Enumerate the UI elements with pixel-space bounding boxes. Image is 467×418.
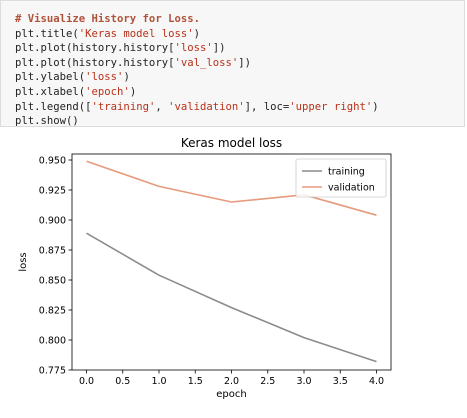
chart-title: Keras model loss (181, 136, 282, 150)
code-line: plt.xlabel('epoch') (15, 85, 464, 100)
x-tick-label: 2.0 (224, 376, 239, 387)
code-token: ) (123, 71, 129, 83)
code-token: 'Keras model loss' (79, 28, 194, 40)
code-token: , (155, 101, 168, 113)
code-token: 'validation' (168, 101, 245, 113)
y-tick-label: 0.900 (39, 215, 66, 226)
y-tick-label: 0.925 (39, 185, 66, 196)
code-line: plt.title('Keras model loss') (15, 27, 464, 42)
x-axis-label: epoch (216, 389, 246, 400)
x-tick-label: 4.0 (369, 376, 384, 387)
code-line: # Visualize History for Loss. (15, 12, 464, 27)
y-axis-label: loss (18, 252, 29, 271)
y-tick-label: 0.825 (39, 305, 66, 316)
y-tick-label: 0.775 (39, 365, 66, 376)
chart: Keras model loss epoch loss 0.0 0.5 1.0 1.5… (0, 130, 467, 414)
plot-area: 0.0 0.5 1.0 1.5 2.0 2.5 3.0 3.5 4.0 0.775 0.800 0.8… (39, 154, 391, 387)
code-token: plt.plot(history.history[ (15, 57, 174, 69)
code-token: 'epoch' (85, 86, 130, 98)
x-tick-label: 0.5 (115, 376, 130, 387)
x-tick-label: 0.0 (79, 376, 94, 387)
chart-svg: Keras model loss epoch loss 0.0 0.5 1.0 1.5… (0, 130, 467, 414)
code-token: ) (194, 28, 200, 40)
legend-label: validation (328, 183, 375, 194)
code-cell[interactable]: # Visualize History for Loss.plt.title('… (0, 0, 465, 127)
code-token: ]) (213, 42, 226, 54)
code-line: plt.legend(['training', 'validation'], l… (15, 100, 464, 115)
x-tick-label: 1.0 (151, 376, 166, 387)
legend-label: training (328, 167, 365, 178)
series-line-training (87, 233, 377, 361)
code-token: 'upper right' (289, 101, 372, 113)
code-token: plt.ylabel( (15, 71, 85, 83)
x-tick-label: 3.0 (296, 376, 311, 387)
code-token: ], loc= (245, 101, 290, 113)
code-token: plt.xlabel( (15, 86, 85, 98)
y-tick-label: 0.875 (39, 245, 66, 256)
x-tick-label: 3.5 (333, 376, 348, 387)
code-line: plt.ylabel('loss') (15, 70, 464, 85)
code-token: 'training' (92, 101, 156, 113)
y-tick-label: 0.800 (39, 335, 66, 346)
code-token: ) (372, 101, 378, 113)
code-line: plt.plot(history.history['val_loss']) (15, 56, 464, 71)
code-token: plt.title( (15, 28, 79, 40)
x-tick-label: 1.5 (188, 376, 203, 387)
code-line: plt.plot(history.history['loss']) (15, 41, 464, 56)
code-token: # Visualize History for Loss. (15, 13, 200, 25)
code-token: plt.legend([ (15, 101, 92, 113)
y-tick-label: 0.850 (39, 275, 66, 286)
code-line: plt.show() (15, 114, 464, 129)
y-tick-label: 0.950 (39, 155, 66, 166)
code-token: 'loss' (174, 42, 212, 54)
code-token: plt.show() (15, 115, 79, 127)
code-token: plt.plot(history.history[ (15, 42, 174, 54)
code-token: ]) (238, 57, 251, 69)
code-token: 'loss' (85, 71, 123, 83)
code-token: 'val_loss' (174, 57, 238, 69)
x-tick-label: 2.5 (260, 376, 275, 387)
code-token: ) (130, 86, 136, 98)
